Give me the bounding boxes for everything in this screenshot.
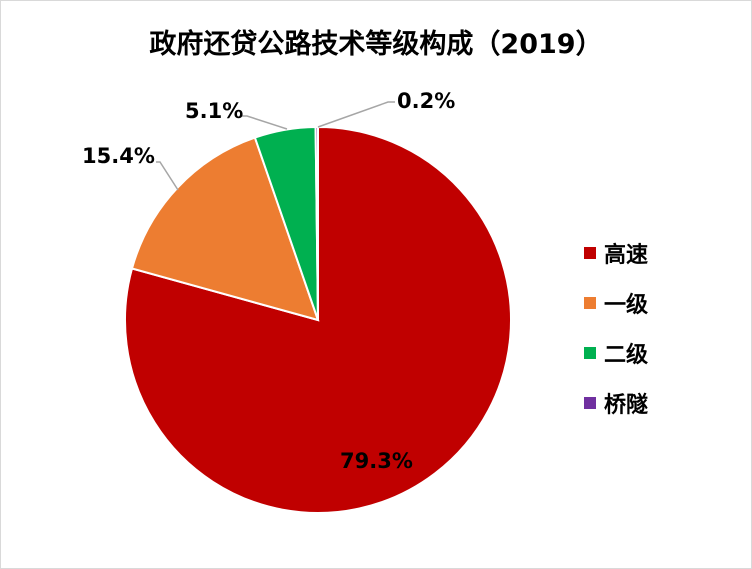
data-label-2: 5.1% xyxy=(185,99,243,123)
data-label-3: 0.2% xyxy=(397,89,455,113)
legend-item: 二级 xyxy=(584,328,648,378)
legend-swatch xyxy=(584,247,596,259)
leader-line-2 xyxy=(242,115,288,130)
legend-label: 一级 xyxy=(604,293,649,318)
leader-line-1 xyxy=(156,161,179,191)
legend-item: 高速 xyxy=(584,228,648,278)
legend-swatch xyxy=(584,397,596,409)
leader-line-3 xyxy=(317,101,395,128)
legend-swatch xyxy=(584,297,596,309)
legend-swatch xyxy=(584,347,596,359)
chart-title: 政府还贷公路技术等级构成（2019） xyxy=(149,29,603,60)
legend-label: 二级 xyxy=(604,343,649,368)
legend-label: 桥隧 xyxy=(604,393,649,418)
pie-slice-3 xyxy=(314,125,319,321)
data-label-1: 15.4% xyxy=(82,144,155,168)
data-label-0: 79.3% xyxy=(340,449,413,473)
legend-item: 一级 xyxy=(584,278,648,328)
legend: 高速 一级 二级 桥隧 xyxy=(584,228,648,428)
legend-item: 桥隧 xyxy=(584,378,648,428)
legend-label: 高速 xyxy=(604,243,649,268)
